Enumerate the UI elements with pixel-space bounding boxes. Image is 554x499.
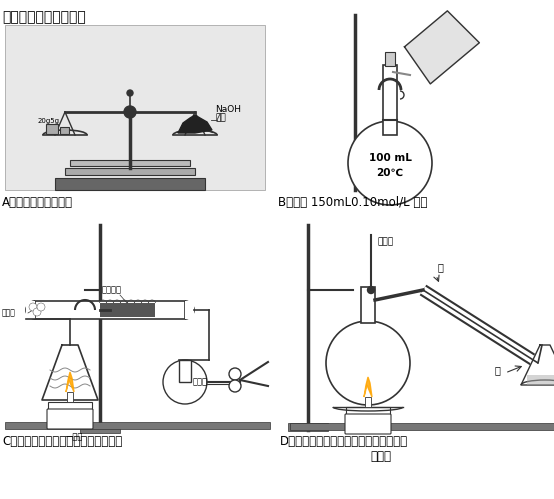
Bar (346, 407, 390, 415)
Bar (5, 25, 265, 190)
Polygon shape (178, 115, 212, 133)
Bar (5, 422, 270, 429)
Text: 水: 水 (495, 365, 501, 375)
Bar (361, 287, 375, 323)
Text: 还原铁粉: 还原铁粉 (102, 285, 122, 294)
Bar (527, 375, 554, 385)
Bar (67, 392, 73, 402)
Circle shape (163, 360, 207, 404)
Text: B．配制 150mL0.10mol/L 盐酸: B．配制 150mL0.10mol/L 盐酸 (278, 196, 427, 209)
Bar (48, 402, 92, 410)
Text: 下列实验操作正确的是: 下列实验操作正确的是 (2, 10, 86, 24)
Polygon shape (404, 11, 479, 84)
Circle shape (33, 308, 41, 316)
Circle shape (229, 368, 241, 380)
Circle shape (29, 303, 37, 311)
FancyBboxPatch shape (345, 414, 391, 434)
Text: 滤纸: 滤纸 (215, 113, 225, 122)
Text: NaOH: NaOH (215, 105, 241, 114)
Bar (185, 301, 194, 319)
Circle shape (37, 303, 45, 311)
Text: 温度计: 温度计 (377, 237, 393, 246)
Text: A．称量氢氧化钠固体: A．称量氢氧化钠固体 (2, 196, 73, 209)
Bar (290, 423, 554, 430)
Bar (46, 124, 58, 134)
Bar (65, 168, 195, 175)
Bar (60, 127, 69, 134)
Text: D．分离两种互溶但沸点相差较大的液体: D．分离两种互溶但沸点相差较大的液体 (280, 435, 408, 448)
Circle shape (367, 286, 375, 293)
Polygon shape (66, 372, 74, 392)
Text: C．检验铁粉与水蒸气反应产生的氢气: C．检验铁粉与水蒸气反应产生的氢气 (2, 435, 122, 448)
Circle shape (229, 380, 241, 392)
Polygon shape (521, 345, 554, 385)
Text: 凝棉花: 凝棉花 (2, 308, 16, 317)
Text: —火架: —火架 (65, 432, 83, 441)
Circle shape (127, 90, 133, 96)
Bar (383, 65, 397, 135)
Circle shape (326, 321, 410, 405)
FancyBboxPatch shape (47, 409, 93, 429)
Text: 水: 水 (438, 262, 444, 272)
Text: 20g5g: 20g5g (38, 118, 60, 124)
Text: 混合物: 混合物 (370, 450, 391, 463)
Bar (26, 301, 35, 319)
Bar (70, 160, 190, 166)
Bar (80, 425, 120, 433)
Circle shape (348, 121, 432, 205)
Text: 100 mL: 100 mL (368, 153, 412, 163)
Text: 20℃: 20℃ (376, 168, 403, 178)
Circle shape (124, 106, 136, 118)
Polygon shape (42, 345, 98, 400)
Text: 肥皂液: 肥皂液 (193, 378, 208, 387)
Bar (55, 178, 205, 190)
Bar (288, 423, 328, 431)
Polygon shape (364, 377, 372, 397)
Bar (365, 397, 371, 407)
Bar (179, 360, 191, 382)
Bar (100, 303, 155, 317)
Bar (35, 301, 185, 319)
Bar (385, 52, 395, 66)
